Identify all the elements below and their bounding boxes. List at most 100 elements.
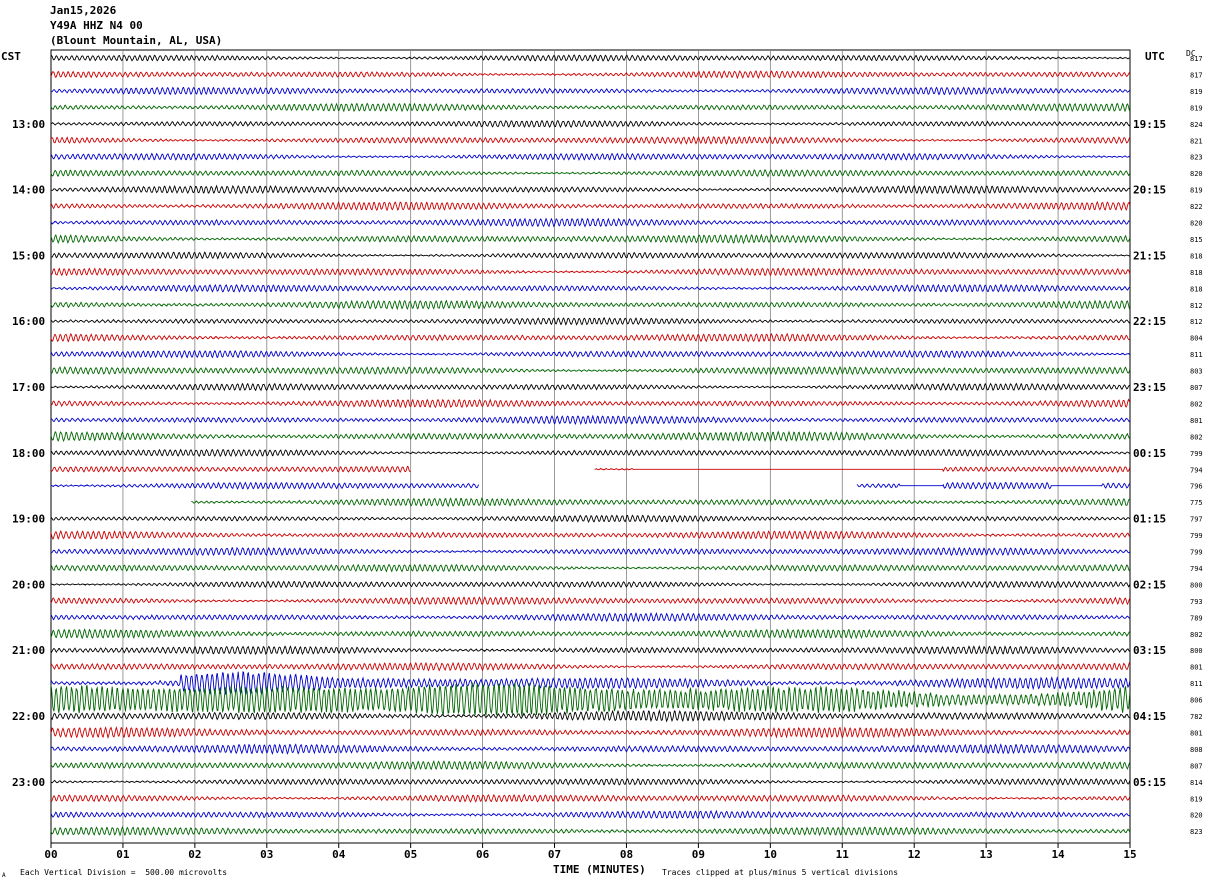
seismic-trace-row <box>50 481 1130 490</box>
x-tick-label: 01 <box>116 848 130 861</box>
seismic-trace-row <box>50 152 1131 161</box>
x-tick-label: 12 <box>908 848 921 861</box>
dc-offset-label: 819 <box>1190 795 1203 803</box>
dc-offset-label: 818 <box>1190 269 1203 277</box>
grid <box>50 49 1131 848</box>
left-hour-label: 19:00 <box>12 513 45 526</box>
seismic-trace-row <box>50 725 1131 739</box>
dc-offset-label: 815 <box>1190 236 1203 244</box>
dc-offset-label: 775 <box>1190 499 1203 507</box>
x-tick-label: 14 <box>1051 848 1065 861</box>
seismic-trace-row <box>50 514 1131 523</box>
dc-offset-label: 794 <box>1190 565 1203 573</box>
seismic-trace-row <box>50 809 1131 820</box>
x-tick-label: 02 <box>188 848 201 861</box>
dc-offset-label: 819 <box>1190 88 1203 96</box>
seismic-trace-row <box>50 596 1131 606</box>
traces <box>50 54 1131 837</box>
corner-mark: A <box>2 872 6 879</box>
seismic-trace-row <box>50 580 1131 589</box>
seismic-trace-row <box>51 200 1131 212</box>
dc-offset-label: 801 <box>1190 664 1203 672</box>
seismic-trace-row <box>50 217 1130 228</box>
seismic-trace-row <box>50 793 1131 803</box>
date-label: Jan15,2026 <box>50 4 117 17</box>
seismic-trace-row <box>50 448 1131 458</box>
seismic-trace-row <box>50 184 1131 195</box>
scale-note: Each Vertical Division = 500.00 microvol… <box>20 868 228 877</box>
right-hour-label: 02:15 <box>1133 578 1166 591</box>
dc-offset-label: 799 <box>1190 450 1203 458</box>
left-hour-label: 20:00 <box>12 578 45 591</box>
left-hour-label: 18:00 <box>12 447 45 460</box>
dc-offset-label: 811 <box>1190 680 1203 688</box>
left-hour-label: 17:00 <box>12 381 45 394</box>
seismic-trace-row <box>50 777 1131 786</box>
dc-offset-label: 822 <box>1190 203 1203 211</box>
x-tick-label: 06 <box>476 848 490 861</box>
right-timezone-label: UTC <box>1145 50 1165 63</box>
dc-offset-label: 819 <box>1190 187 1203 195</box>
dc-offset-label: 797 <box>1190 516 1203 524</box>
seismic-trace-row <box>50 611 1131 623</box>
dc-offset-label: 814 <box>1190 779 1203 787</box>
dc-offset-label: 812 <box>1190 318 1203 326</box>
seismic-trace-row <box>50 430 1130 443</box>
seismic-trace-row <box>50 349 1131 359</box>
seismic-trace-row <box>50 102 1131 113</box>
x-tick-label: 10 <box>764 848 777 861</box>
seismic-trace-row <box>50 135 1131 145</box>
right-hour-label: 21:15 <box>1133 249 1166 262</box>
plot-frame <box>50 49 1131 844</box>
x-tick-label: 11 <box>836 848 850 861</box>
x-tick-label: 04 <box>332 848 346 861</box>
dc-offset-label: 799 <box>1190 549 1203 557</box>
station-label: Y49A HHZ N4 00 <box>50 19 143 32</box>
seismic-trace-row <box>50 645 1130 656</box>
dc-offset-label: 802 <box>1190 433 1203 441</box>
seismic-trace-row <box>50 86 1131 96</box>
dc-offset-label: 806 <box>1190 697 1203 705</box>
dc-offset-label: 811 <box>1190 351 1203 359</box>
dc-offset-label: 802 <box>1190 631 1203 639</box>
right-hour-label: 19:15 <box>1133 118 1166 131</box>
dc-offset-label: 824 <box>1190 121 1203 129</box>
dc-offset-label: 818 <box>1190 252 1203 260</box>
left-hour-label: 22:00 <box>12 710 45 723</box>
left-timezone-label: CST <box>1 50 21 63</box>
location-label: (Blount Mountain, AL, USA) <box>50 34 223 47</box>
x-tick-label: 03 <box>260 848 273 861</box>
seismic-trace-row <box>50 759 1131 771</box>
seismic-trace-row <box>50 529 1131 541</box>
left-hour-label: 21:00 <box>12 644 45 657</box>
right-hour-label: 05:15 <box>1133 776 1166 789</box>
seismic-trace-row <box>50 628 1131 640</box>
seismic-trace-row <box>50 251 1131 260</box>
dc-offset-label: 801 <box>1190 729 1203 737</box>
seismic-trace-row <box>50 299 1131 311</box>
dc-offset-label: 820 <box>1190 812 1203 820</box>
dc-offset-label: 789 <box>1190 614 1203 622</box>
seismic-trace-row <box>50 826 1131 837</box>
dc-offset-label: 799 <box>1190 532 1203 540</box>
dc-offset-label: 796 <box>1190 483 1203 491</box>
dc-offset-label: 821 <box>1190 137 1203 145</box>
left-hour-label: 16:00 <box>12 315 45 328</box>
left-hour-label: 14:00 <box>12 184 45 197</box>
seismic-trace-row <box>50 661 1131 672</box>
seismic-trace-row <box>50 119 1131 129</box>
left-hour-label: 23:00 <box>12 776 45 789</box>
dc-offset-label: 800 <box>1190 581 1203 589</box>
dc-offset-label: 800 <box>1190 647 1203 655</box>
clip-note: Traces clipped at plus/minus 5 vertical … <box>662 868 899 877</box>
right-hour-label: 01:15 <box>1133 513 1166 526</box>
x-tick-label: 15 <box>1123 848 1136 861</box>
seismic-trace-row <box>50 563 1130 573</box>
right-hour-label: 00:15 <box>1133 447 1166 460</box>
seismic-trace-row <box>50 414 1131 426</box>
dc-offset-label: 801 <box>1190 417 1203 425</box>
right-hour-label: 23:15 <box>1133 381 1166 394</box>
dc-offset-label: 808 <box>1190 746 1203 754</box>
right-hour-label: 03:15 <box>1133 644 1166 657</box>
dc-offset-label: 802 <box>1190 400 1203 408</box>
